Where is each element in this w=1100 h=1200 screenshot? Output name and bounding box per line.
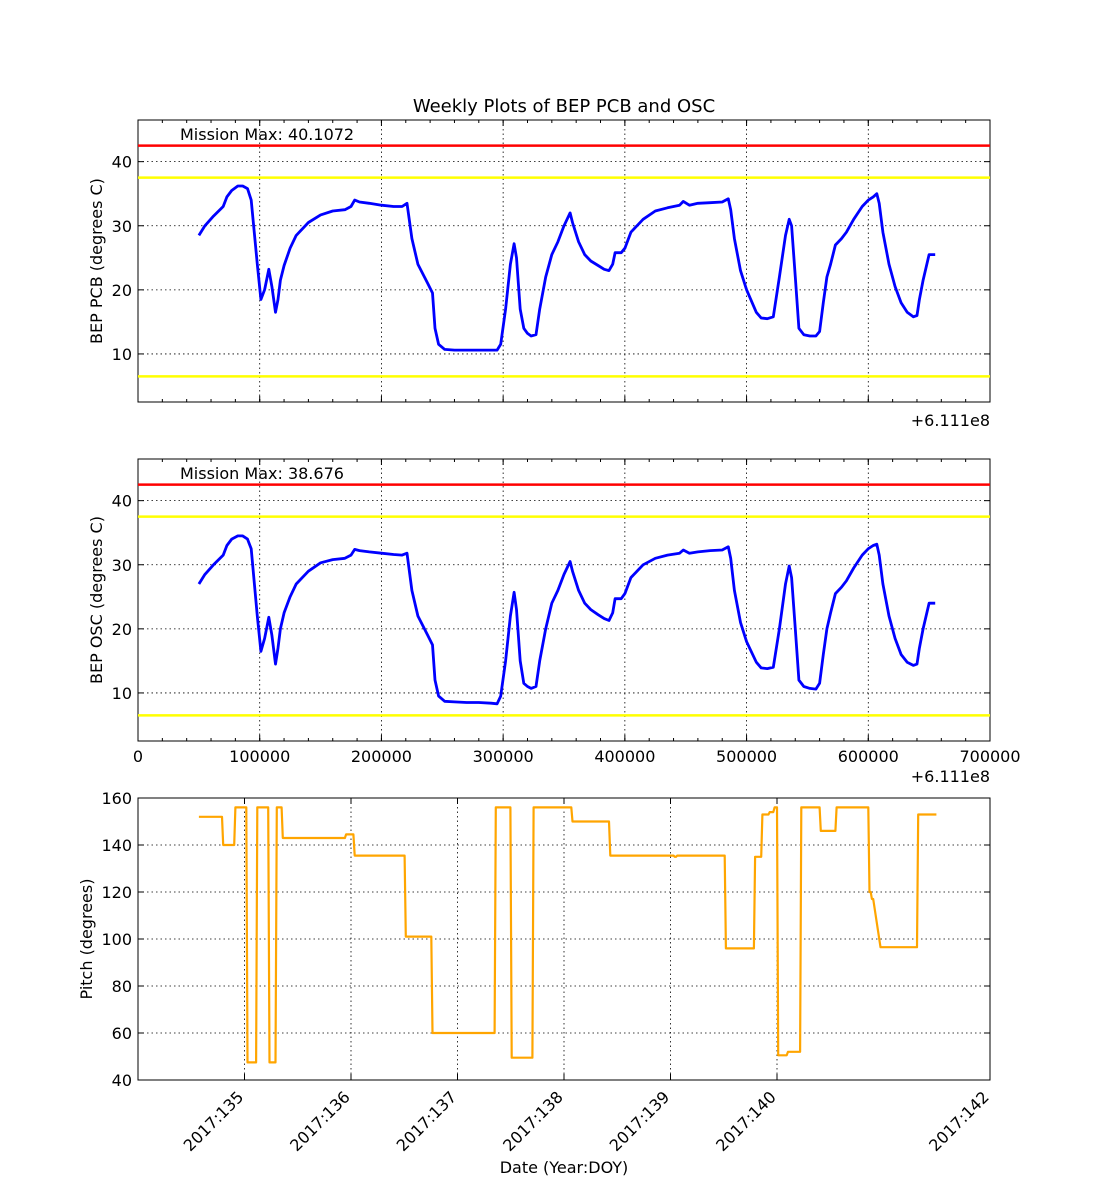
pcb-mission-max-label: Mission Max: 40.1072 [180, 125, 354, 144]
pitch-y-tick-label: 120 [101, 883, 132, 902]
osc-x-tick-label: 100000 [229, 747, 290, 766]
osc-plot-area [137, 458, 991, 742]
pitch-x-tick-label: 2017:139 [606, 1087, 674, 1155]
pcb-y-tick-label: 40 [112, 153, 132, 172]
osc-x-tick-label: 400000 [594, 747, 655, 766]
pitch-y-tick-label: 60 [112, 1024, 132, 1043]
osc-panel: 10 20 30 40 0 100000 200000 300000 400000 500000 6… [87, 458, 1021, 786]
osc-y-tick-label: 10 [112, 684, 132, 703]
osc-offset-label: +6.111e8 [911, 767, 990, 786]
osc-series-line [197, 534, 936, 706]
osc-x-tick-label: 0 [133, 747, 143, 766]
pitch-y-tick-label: 40 [112, 1071, 132, 1090]
pcb-series-line [197, 184, 936, 352]
pitch-series-line [198, 806, 937, 1064]
pcb-y-axis-label: BEP PCB (degrees C) [87, 178, 106, 344]
osc-y-axis-label: BEP OSC (degrees C) [87, 516, 106, 684]
pitch-y-tick-label: 100 [101, 930, 132, 949]
pitch-x-tick-label: 2017:142 [925, 1087, 993, 1155]
pitch-y-axis-label: Pitch (degrees) [77, 879, 96, 1000]
x-axis-label: Date (Year:DOY) [500, 1158, 629, 1177]
pitch-panel: 40 60 80 100 120 140 160 2017:135 2017:136 2017:1… [77, 789, 993, 1155]
pcb-offset-label: +6.111e8 [911, 411, 990, 430]
pitch-x-tick-label: 2017:140 [712, 1087, 780, 1155]
pitch-y-tick-label: 80 [112, 977, 132, 996]
figure-title: Weekly Plots of BEP PCB and OSC [413, 96, 715, 117]
osc-x-tick-label: 200000 [351, 747, 412, 766]
pitch-y-tick-label: 160 [101, 789, 132, 808]
pcb-y-tick-label: 20 [112, 281, 132, 300]
osc-y-tick-label: 30 [112, 556, 132, 575]
pcb-y-tick-label: 10 [112, 345, 132, 364]
pitch-x-tick-label: 2017:138 [499, 1087, 567, 1155]
osc-y-tick-label: 20 [112, 620, 132, 639]
pitch-x-tick-label: 2017:136 [286, 1087, 354, 1155]
pcb-y-tick-label: 30 [112, 217, 132, 236]
pitch-x-tick-label: 2017:135 [180, 1087, 248, 1155]
osc-x-tick-label: 500000 [716, 747, 777, 766]
osc-x-tick-label: 700000 [959, 747, 1020, 766]
osc-x-tick-label: 600000 [838, 747, 899, 766]
osc-y-tick-label: 40 [112, 492, 132, 511]
osc-mission-max-label: Mission Max: 38.676 [180, 464, 344, 483]
osc-x-tick-label: 300000 [473, 747, 534, 766]
pcb-panel: 10 20 30 40 +6.111e8 BEP PCB (degrees C) Missi… [87, 119, 991, 430]
pcb-plot-area [137, 119, 991, 403]
pitch-x-tick-label: 2017:137 [393, 1087, 461, 1155]
pitch-y-tick-label: 140 [101, 836, 132, 855]
